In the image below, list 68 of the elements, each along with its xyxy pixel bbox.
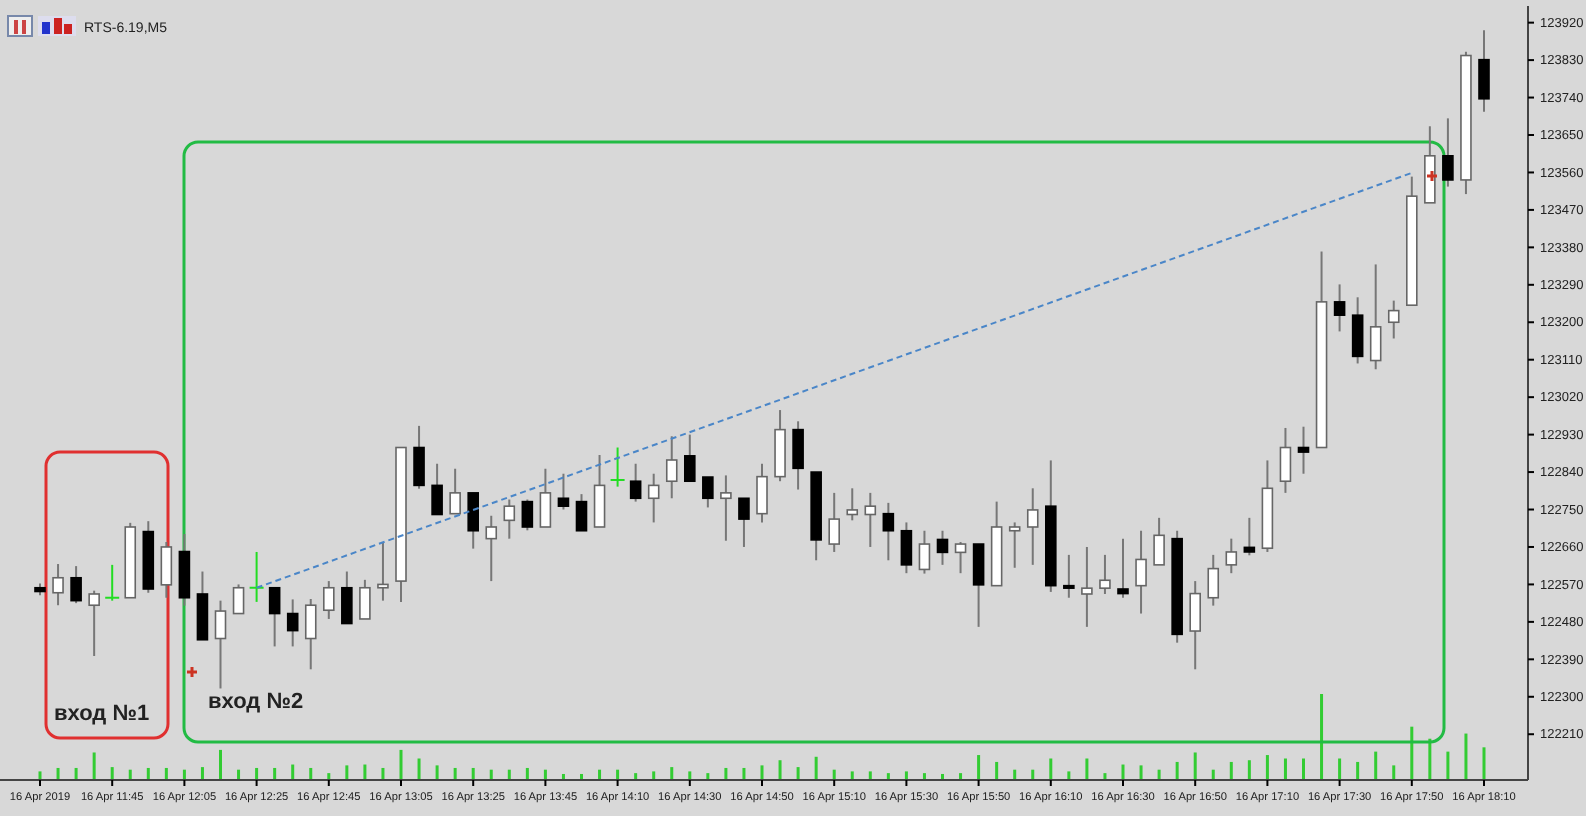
candlestick (575, 493, 588, 532)
candlestick (1189, 580, 1201, 671)
candlestick (1063, 553, 1075, 599)
candlestick (196, 570, 209, 641)
candlestick (1387, 299, 1400, 340)
candlestick (1333, 283, 1346, 333)
candlestick (178, 533, 191, 607)
candlestick (1442, 117, 1454, 188)
candlestick (359, 578, 371, 620)
candlestick (160, 540, 173, 599)
candlestick (1117, 537, 1129, 599)
candlestick (738, 497, 750, 548)
candlestick (70, 565, 82, 605)
candlestick (593, 454, 606, 528)
candlestick (1008, 521, 1021, 569)
candlestick (521, 498, 534, 532)
candlestick (1225, 537, 1238, 575)
candlestick (720, 474, 732, 542)
candlestick (304, 597, 317, 671)
annotation: вход №2 (208, 690, 304, 714)
candlestick (900, 521, 913, 575)
candlestick (323, 580, 335, 620)
candlestick (756, 462, 768, 524)
candlestick (936, 529, 949, 566)
candlestick (1478, 29, 1490, 113)
candlestick (702, 476, 714, 509)
candlestick (684, 433, 696, 483)
candlestick (629, 462, 642, 503)
candlestick (665, 435, 678, 500)
candlestick (972, 543, 985, 628)
candlestick (1081, 545, 1093, 628)
candlestick (846, 487, 859, 522)
candlestick (485, 514, 498, 583)
candlestick (1369, 263, 1382, 371)
candlestick (232, 583, 245, 615)
candlestick (88, 589, 100, 657)
candlestick (557, 472, 570, 511)
candlestick (341, 570, 353, 625)
candlestick (431, 462, 443, 516)
candlestick (1243, 516, 1256, 557)
candlestick (954, 540, 967, 575)
candlestick (1424, 125, 1436, 204)
candlestick (467, 491, 479, 550)
candlestick (828, 491, 840, 553)
candlestick (918, 529, 931, 575)
candlestick (1279, 426, 1292, 494)
candlestick (52, 563, 64, 607)
candlestick (377, 540, 389, 602)
candlestick (413, 424, 425, 490)
candlestick (647, 472, 660, 524)
candlestick (1153, 516, 1165, 566)
candlestick (268, 586, 281, 648)
candlestick (1026, 487, 1039, 566)
annotation: вход №1 (54, 702, 150, 726)
candlestick (449, 467, 461, 515)
candlestick (1099, 553, 1111, 595)
candlestick (539, 467, 552, 528)
candlestick (774, 409, 786, 483)
candlestick (1135, 529, 1147, 615)
candlestick (864, 491, 877, 548)
candlestick (1207, 553, 1220, 607)
candlestick (882, 501, 895, 562)
candlestick (1297, 425, 1310, 475)
candlestick (503, 498, 516, 540)
candlestick (792, 420, 804, 491)
candlestick (286, 598, 299, 648)
candlestick (214, 599, 227, 690)
candlestick (1351, 296, 1364, 365)
